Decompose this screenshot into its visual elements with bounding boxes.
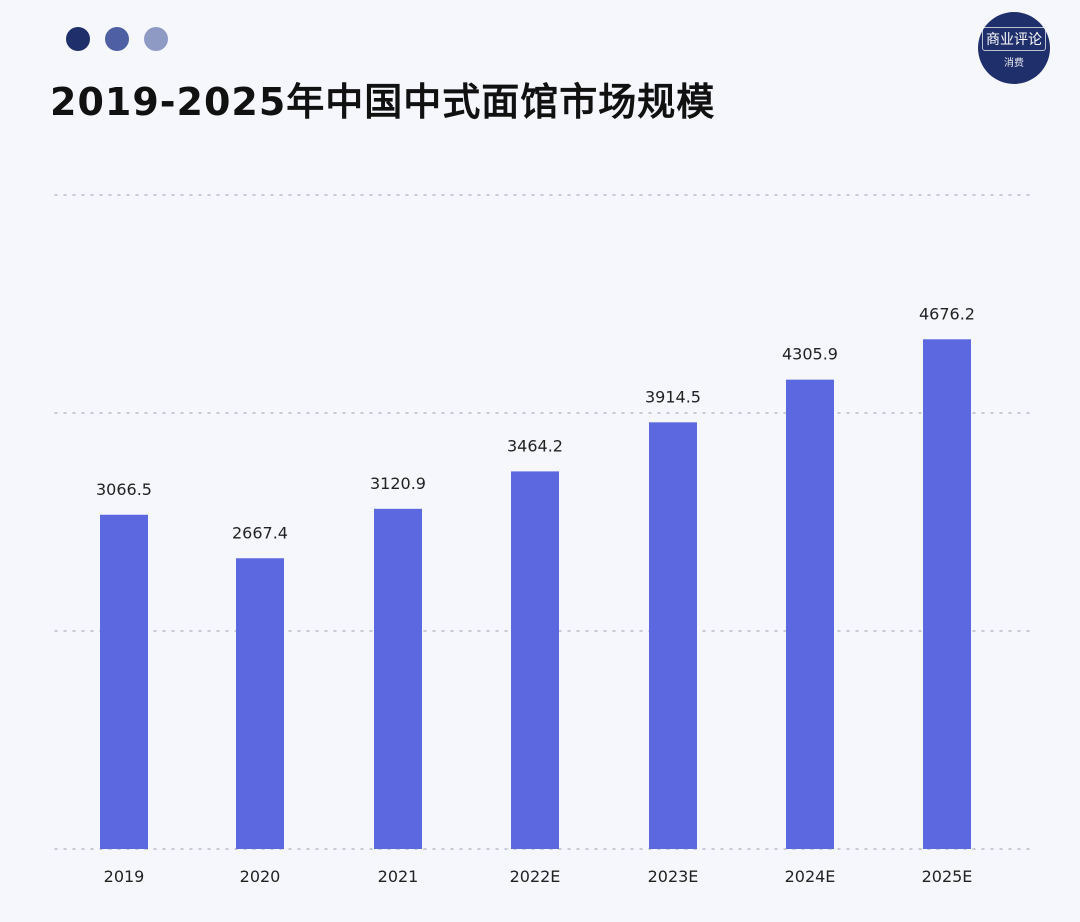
data-label-2025E: 4676.2 [919,304,975,323]
data-label-2020: 2667.4 [232,523,288,542]
x-tick-label-2021: 2021 [378,867,419,886]
bar-2024E [786,379,834,849]
bar-2019 [100,514,148,849]
window-dots [66,27,168,51]
chart-title: 2019-2025年中国中式面馆市场规模 [50,80,716,124]
bar-2025E [923,339,971,849]
dot-dark [66,27,90,51]
x-tick-label-2025E: 2025E [922,867,973,886]
x-tick-label-2023E: 2023E [648,867,699,886]
x-tick-label-2020: 2020 [240,867,281,886]
data-label-2023E: 3914.5 [645,387,701,406]
dot-medium [105,27,129,51]
data-label-2021: 3120.9 [370,474,426,493]
dot-light [144,27,168,51]
bar-2021 [374,508,422,849]
x-tick-label-2019: 2019 [104,867,145,886]
logo-text: 商业评论 [982,27,1046,51]
bar-2023E [649,422,697,849]
x-tick-label-2024E: 2024E [785,867,836,886]
brand-logo: 商业评论 消费 [978,12,1050,84]
bar-2022E [511,471,559,849]
data-label-2019: 3066.5 [96,480,152,499]
x-tick-label-2022E: 2022E [510,867,561,886]
data-label-2024E: 4305.9 [782,345,838,364]
bar-2020 [236,558,284,849]
logo-subtext: 消费 [1004,58,1024,69]
data-label-2022E: 3464.2 [507,436,563,455]
